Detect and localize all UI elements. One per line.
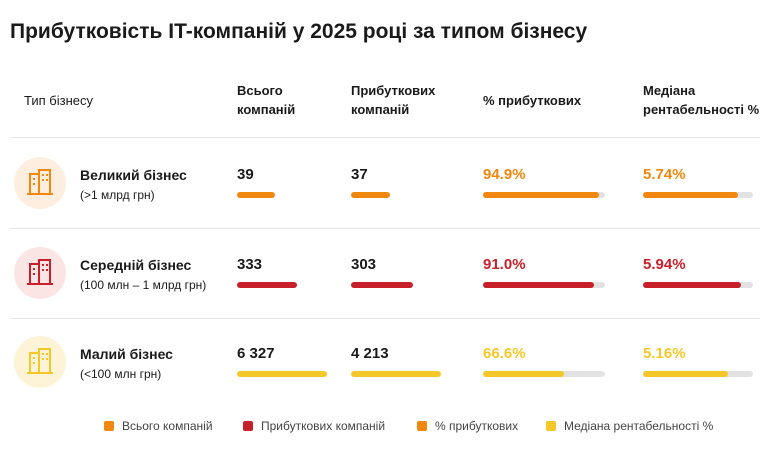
legend-swatch [546,421,556,431]
value-bar [237,371,327,377]
column-header: Тип бізнесу [24,92,93,108]
row-divider [10,318,760,319]
value-bar [643,192,738,198]
row-range: (<100 млн грн) [80,367,162,381]
column-header: % прибуткових [483,92,582,108]
row-range: (100 млн – 1 млрд грн) [80,278,207,292]
cell-value: 303 [351,256,377,273]
cell-value: 91.0% [483,256,526,273]
column-header: Прибуткових компаній [351,83,436,117]
legend-label: % прибуткових [435,419,519,433]
cell-value: 333 [237,256,263,273]
column-header: Медіана рентабельності % [643,83,760,117]
value-bar [483,371,565,377]
row-name: Малий бізнес [80,346,173,362]
row-range: (>1 млрд грн) [80,188,155,202]
cell-value: 39 [237,166,254,183]
row-icon [14,336,66,388]
building-icon [27,169,53,195]
title: Прибутковість IT-компаній у 2025 році за… [10,20,588,43]
legend-swatch [243,421,253,431]
cell-value: 5.16% [643,345,686,362]
cell-value: 4 213 [351,345,389,362]
row-divider [10,228,760,229]
row-name: Середній бізнес [80,257,192,273]
legend-swatch [417,421,427,431]
legend-label: Прибуткових компаній [261,419,386,433]
value-bar [643,371,729,377]
legend-label: Медіана рентабельності % [564,419,714,433]
value-bar [351,282,413,288]
legend-swatch [104,421,114,431]
cell-value: 37 [351,166,368,183]
cell-value: 66.6% [483,345,526,362]
value-bar [351,371,441,377]
value-bar [351,192,390,198]
column-header: Всього компаній [237,83,296,117]
building-icon [27,259,53,285]
row-name: Великий бізнес [80,167,187,183]
cell-value: 94.9% [483,166,526,183]
value-bar [237,192,275,198]
cell-value: 6 327 [237,345,275,362]
value-bar [237,282,297,288]
cell-value: 5.74% [643,166,686,183]
value-bar [483,192,599,198]
legend-label: Всього компаній [122,419,213,433]
row-icon [14,247,66,299]
row-icon [14,157,66,209]
header-divider [10,137,760,138]
value-bar [643,282,742,288]
cell-value: 5.94% [643,256,686,273]
building-icon [27,348,53,374]
value-bar [483,282,595,288]
